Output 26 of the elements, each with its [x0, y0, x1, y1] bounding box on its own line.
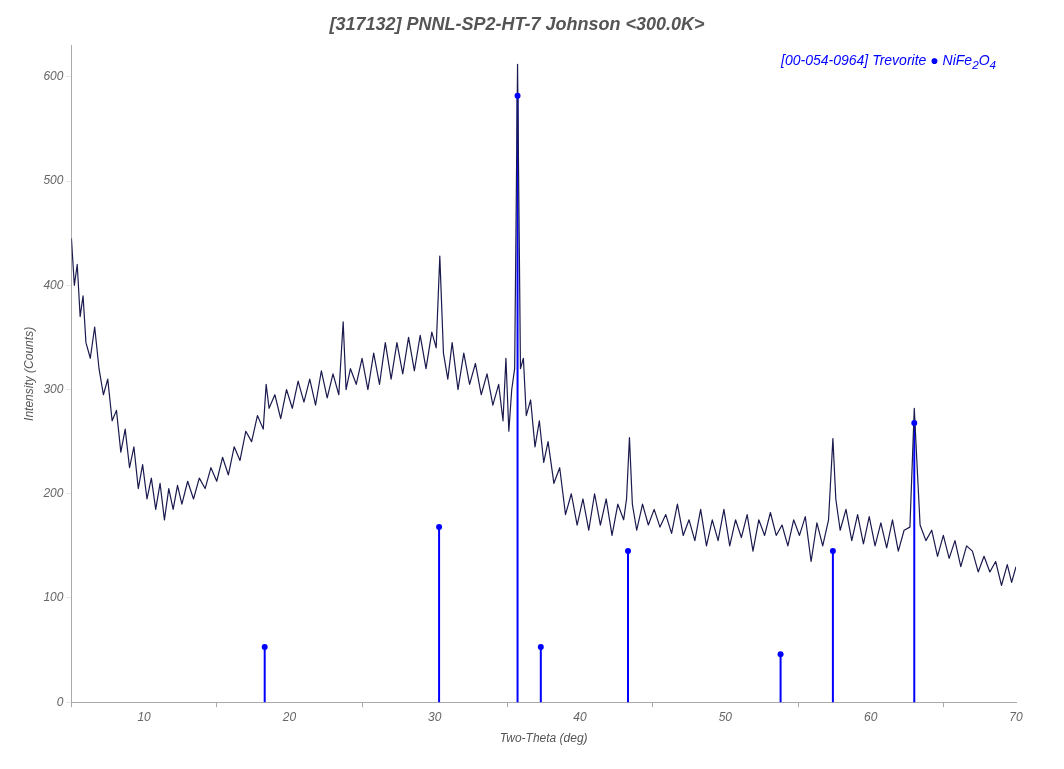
point — [261, 643, 268, 650]
point — [537, 643, 544, 650]
y-tick-label: 0 — [56, 694, 64, 709]
text: [00-054-0964] Trevorite ● NiFe$_{2}$O$_{4}$ — [781, 52, 996, 71]
y-tick-label: 300 — [43, 381, 64, 396]
x-tick-label: 30 — [428, 709, 442, 724]
point — [777, 651, 784, 658]
x-tick-label: 60 — [864, 709, 878, 724]
point — [829, 548, 836, 555]
point — [911, 419, 918, 426]
x-tick-label: 10 — [137, 709, 152, 724]
y-tick-label: 400 — [43, 277, 64, 292]
y-tick-label: 100 — [43, 590, 64, 605]
y-tick-label: 500 — [43, 173, 64, 188]
point — [625, 548, 631, 555]
y-tick-label: 600 — [43, 69, 64, 84]
y-tick-label: 200 — [42, 486, 64, 501]
x-tick-label: 50 — [718, 709, 733, 724]
y-axis-title: Intensity (Counts) — [21, 326, 36, 421]
x-tick-label: 20 — [281, 709, 297, 724]
point — [436, 524, 443, 531]
x-tick-label: 40 — [573, 709, 588, 724]
x-tick-label: 70 — [1009, 709, 1023, 724]
chart-title: [317132] PNNL-SP2-HT-7 Johnson <300.0K> — [328, 13, 706, 34]
x-axis-title: Two-Theta (deg) — [499, 731, 588, 746]
point — [514, 92, 521, 99]
